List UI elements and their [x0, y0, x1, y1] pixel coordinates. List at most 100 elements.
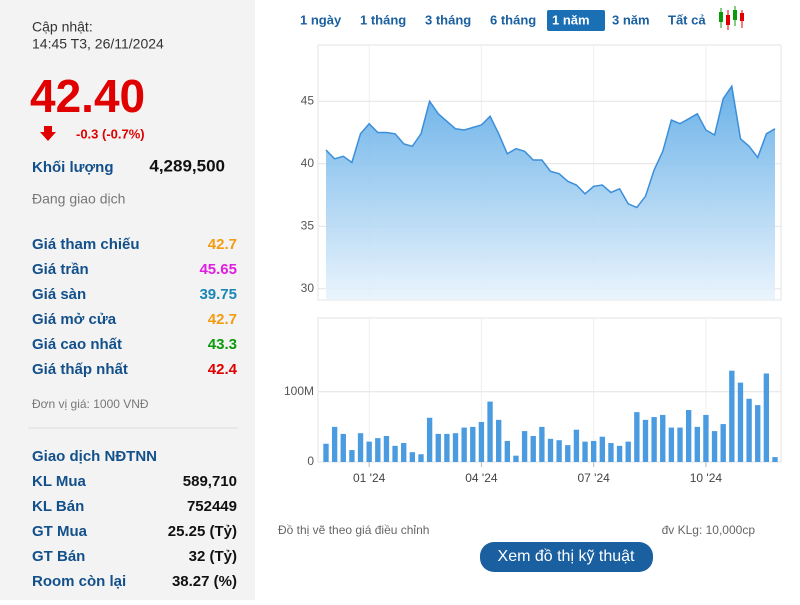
- update-time: 14:45 T3, 26/11/2024: [32, 36, 164, 52]
- price-row-label: Giá tham chiếu: [32, 236, 140, 253]
- left-panel: [0, 0, 255, 600]
- y-tick-label: 0: [307, 454, 314, 468]
- price-area: [326, 86, 775, 300]
- price-change: -0.3 (-0.7%): [76, 126, 145, 141]
- price-row-value: 42.7: [208, 236, 237, 253]
- volume-bar: [392, 445, 398, 462]
- volume-bar: [452, 433, 459, 462]
- volume-bar: [504, 440, 511, 462]
- volume-bar: [565, 445, 571, 462]
- volume-bar: [521, 431, 528, 462]
- price-row-label: Giá cao nhất: [32, 336, 122, 353]
- volume-bar: [513, 455, 519, 462]
- volume-bar: [616, 445, 623, 462]
- volume-bar: [444, 433, 450, 462]
- volume-bar: [694, 426, 700, 462]
- volume-bar: [547, 438, 554, 462]
- volume-bar: [418, 454, 424, 462]
- price-line: [325, 84, 776, 209]
- tech-chart-button-label[interactable]: Xem đồ thị kỹ thuật: [498, 548, 636, 565]
- foreign-row-value: 25.25 (Tỷ): [168, 523, 237, 540]
- foreign-row-label: KL Mua: [32, 473, 87, 490]
- price-row-value: 39.75: [199, 286, 237, 303]
- price-row-label: Giá sàn: [32, 286, 86, 303]
- volume-bar: [496, 419, 502, 462]
- range-tab[interactable]: Tất cả: [668, 12, 706, 27]
- volume-bar: [660, 414, 666, 462]
- volume-bar: [746, 398, 752, 462]
- range-tab[interactable]: 1 tháng: [360, 12, 406, 27]
- x-tick-label: 10 '24: [690, 471, 723, 485]
- volume-bar: [357, 433, 364, 462]
- volume-bar: [711, 431, 718, 462]
- volume-bar: [720, 424, 726, 462]
- volume-value: 4,289,500: [149, 156, 225, 175]
- volume-bar: [763, 373, 770, 462]
- price-row-value: 43.3: [208, 336, 237, 353]
- volume-bar: [729, 370, 735, 462]
- volume-bar: [426, 417, 433, 462]
- price-row-value: 42.7: [208, 311, 237, 328]
- y-tick-label: 40: [301, 156, 315, 170]
- volume-bar: [685, 410, 692, 462]
- x-tick-label: 04 '24: [465, 471, 498, 485]
- price-row-value: 45.65: [199, 261, 237, 278]
- foreign-row-value: 752449: [187, 498, 237, 515]
- volume-bar: [668, 427, 675, 462]
- volume-bar: [375, 438, 381, 462]
- foreign-row-value: 38.27 (%): [172, 573, 237, 590]
- price-row-label: Giá trần: [32, 261, 89, 278]
- volume-bar: [539, 426, 545, 462]
- foreign-row-value: 589,710: [183, 473, 237, 490]
- volume-bar: [478, 421, 485, 462]
- y-tick-label: 100M: [284, 384, 314, 398]
- range-tab[interactable]: 6 tháng: [490, 12, 536, 27]
- y-tick-label: 30: [301, 281, 315, 295]
- volume-bar: [651, 417, 657, 462]
- volume-bar: [470, 426, 476, 462]
- volume-bar: [677, 427, 683, 462]
- x-tick-label: 07 '24: [578, 471, 611, 485]
- foreign-row-label: GT Bán: [32, 548, 85, 565]
- volume-bar: [582, 441, 588, 462]
- volume-bar: [634, 412, 640, 462]
- range-tab[interactable]: 3 năm: [612, 12, 650, 27]
- volume-bar: [331, 426, 338, 462]
- tab-active-bg[interactable]: [547, 10, 605, 31]
- price-row-label: Giá mở cửa: [32, 311, 117, 328]
- price-row-value: 42.4: [208, 361, 238, 378]
- volume-bar: [366, 441, 372, 462]
- volume-bar: [323, 443, 329, 462]
- range-tab[interactable]: 1 ngày: [300, 12, 342, 27]
- volume-bar: [608, 443, 614, 462]
- note-left: Đồ thị vẽ theo giá điều chỉnh: [278, 523, 429, 537]
- volume-bar: [530, 436, 536, 462]
- y-tick-label: 35: [301, 218, 315, 232]
- volume-bar: [755, 405, 761, 462]
- tech-chart-button[interactable]: [480, 542, 653, 572]
- down-arrow: [40, 126, 56, 141]
- volume-bar: [642, 419, 649, 462]
- range-tab[interactable]: 3 tháng: [425, 12, 471, 27]
- price-row-label: Giá thấp nhất: [32, 361, 128, 378]
- candle-icon: [719, 6, 744, 30]
- status: Đang giao dịch: [32, 191, 125, 207]
- volume-bar: [409, 452, 416, 462]
- range-tab[interactable]: 1 năm: [552, 12, 590, 27]
- volume-bar: [599, 436, 605, 462]
- update-label: Cập nhật:: [32, 19, 93, 35]
- volume-bar: [435, 433, 441, 462]
- volume-bar: [625, 441, 631, 462]
- note-right: đv KLg: 10,000cp: [662, 523, 756, 537]
- volume-bar: [461, 427, 467, 462]
- y-tick-label: 45: [301, 93, 315, 107]
- volume-bar: [340, 433, 346, 462]
- x-tick-label: 01 '24: [353, 471, 386, 485]
- volume-bar: [590, 440, 597, 462]
- volume-bar: [349, 450, 355, 462]
- volume-bar: [573, 429, 580, 462]
- foreign-row-label: Room còn lại: [32, 573, 126, 590]
- volume-bar: [737, 382, 744, 462]
